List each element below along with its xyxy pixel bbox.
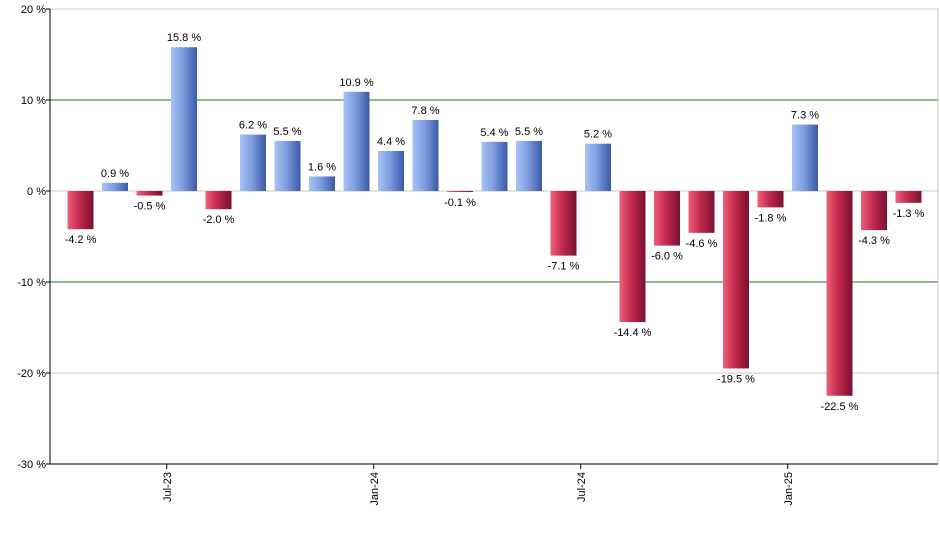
- x-tick-label: Jul-24: [576, 472, 588, 502]
- bar-Mar-25: [792, 124, 818, 191]
- data-label-Mar-24: 4.4 %: [377, 136, 405, 148]
- bar-May-25: [861, 191, 887, 231]
- data-label-Feb-24: 10.9 %: [339, 77, 373, 89]
- bar-Aug-23: [136, 191, 163, 196]
- data-label-Sep-24: 5.2 %: [584, 129, 612, 141]
- x-tick-label: Jan-25: [783, 472, 795, 506]
- y-tick-label: 0 %: [27, 186, 46, 198]
- data-label-Oct-24: -14.4 %: [614, 327, 652, 339]
- bar-May-24: [447, 191, 473, 192]
- y-tick-label: 10 %: [21, 95, 46, 107]
- y-tick-label: 20 %: [21, 4, 46, 16]
- y-tick-label: -10 %: [17, 277, 46, 289]
- x-tick-label: Jul-23: [162, 472, 174, 502]
- bar-Jan-25: [723, 191, 749, 369]
- bar-Dec-23: [274, 140, 301, 191]
- data-label-Jun-25: -1.3 %: [893, 208, 925, 220]
- bar-Apr-25: [826, 191, 853, 396]
- data-label-Nov-24: -6.0 %: [651, 251, 683, 263]
- data-label-Dec-24: -4.6 %: [686, 238, 718, 250]
- bars: [67, 47, 922, 396]
- y-tick-label: -20 %: [17, 368, 46, 380]
- data-label-Jul-23: 0.9 %: [101, 168, 129, 180]
- data-label-Apr-25: -22.5 %: [821, 401, 859, 413]
- data-label-Dec-23: 5.5 %: [273, 126, 301, 138]
- bar-Jun-23: [67, 191, 94, 230]
- data-labels: -4.2 % 0.9 % -0.5 % 15.8 % -2.0 % 6.2 % 5.5 % 1…: [65, 32, 925, 413]
- data-label-Jul-24: 5.5 %: [515, 126, 543, 138]
- data-label-May-25: -4.3 %: [858, 235, 890, 247]
- bar-Sep-24: [585, 143, 611, 191]
- data-label-Jan-24: 1.6 %: [308, 161, 336, 173]
- x-tick-label: Jan-24: [369, 472, 381, 506]
- bar-Feb-24: [343, 91, 370, 191]
- bar-Dec-24: [688, 191, 715, 233]
- bar-Aug-24: [550, 191, 577, 256]
- data-label-Sep-23: 15.8 %: [167, 32, 201, 44]
- bar-Nov-23: [240, 134, 266, 191]
- data-label-Apr-24: 7.8 %: [411, 105, 439, 117]
- data-label-May-24: -0.1 %: [444, 197, 476, 209]
- bar-Sep-23: [171, 47, 197, 191]
- bar-Jul-24: [516, 140, 542, 191]
- data-label-Jan-25: -19.5 %: [717, 373, 755, 385]
- bar-Oct-24: [619, 191, 646, 323]
- bar-Jun-24: [481, 141, 508, 191]
- data-label-Nov-23: 6.2 %: [239, 120, 267, 132]
- data-label-Aug-23: -0.5 %: [134, 201, 166, 213]
- data-label-Jun-24: 5.4 %: [480, 127, 508, 139]
- data-label-Jun-23: -4.2 %: [65, 234, 97, 246]
- bar-Feb-25: [757, 191, 784, 208]
- bar-Jan-24: [309, 176, 335, 191]
- axes: 20 % 10 % 0 % -10 % -20 % -30 % Jul-23 Jan-24 Ju…: [17, 4, 938, 506]
- data-label-Oct-23: -2.0 %: [203, 214, 235, 226]
- bar-Oct-23: [205, 191, 232, 210]
- bar-Apr-24: [412, 120, 439, 191]
- y-tick-label: -30 %: [17, 459, 46, 471]
- bar-Jul-23: [102, 182, 128, 191]
- bar-Nov-24: [654, 191, 680, 246]
- data-label-Aug-24: -7.1 %: [548, 261, 580, 273]
- data-label-Mar-25: 7.3 %: [791, 110, 819, 122]
- bar-Mar-24: [378, 150, 404, 191]
- data-label-Feb-25: -1.8 %: [755, 212, 787, 224]
- bar-Jun-25: [895, 191, 922, 203]
